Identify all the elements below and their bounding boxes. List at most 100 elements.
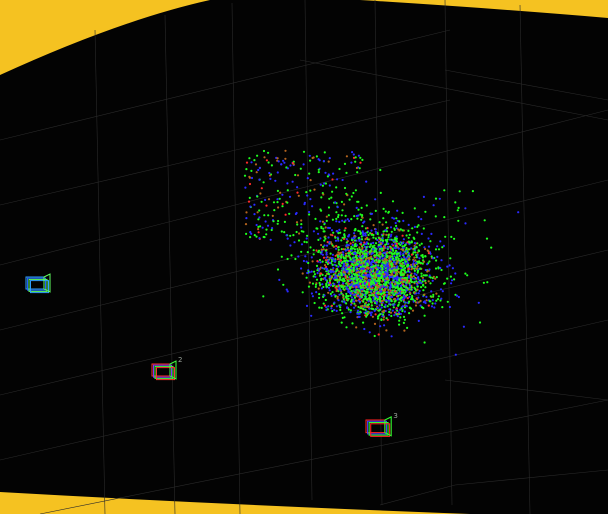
point	[313, 188, 316, 191]
point	[422, 289, 425, 292]
point	[329, 284, 332, 287]
point	[392, 217, 396, 220]
point	[347, 244, 350, 247]
point	[340, 214, 343, 217]
point	[385, 233, 388, 236]
point	[355, 166, 358, 170]
point	[309, 179, 312, 182]
point	[257, 168, 260, 172]
point	[376, 284, 379, 288]
point-cloud[interactable]	[243, 149, 520, 356]
point	[351, 292, 354, 295]
camera-frustum-2[interactable]: 2	[151, 356, 182, 381]
point	[310, 270, 313, 273]
point	[368, 331, 371, 334]
point	[361, 214, 364, 217]
point	[353, 296, 357, 299]
point	[369, 243, 372, 246]
grid-line	[39, 399, 608, 514]
point	[393, 228, 396, 231]
point	[408, 286, 411, 289]
point	[283, 161, 286, 164]
point	[350, 298, 353, 301]
point	[353, 232, 356, 235]
point	[370, 314, 373, 317]
point	[347, 254, 351, 257]
point	[446, 265, 449, 268]
point	[396, 298, 399, 301]
point	[390, 238, 393, 241]
point	[432, 275, 435, 278]
point	[342, 255, 345, 259]
point	[373, 309, 376, 312]
point	[362, 234, 365, 237]
point	[341, 285, 344, 288]
point	[348, 249, 351, 253]
point	[483, 219, 486, 222]
point	[436, 255, 439, 258]
point	[407, 255, 410, 258]
point	[370, 304, 373, 307]
point	[400, 262, 403, 265]
point	[367, 300, 370, 303]
point	[328, 289, 331, 292]
grid-line	[454, 469, 608, 486]
point	[353, 276, 356, 279]
point	[391, 275, 394, 278]
point	[338, 293, 341, 296]
point	[328, 157, 331, 160]
point	[323, 277, 326, 280]
camera-frustum-3[interactable]: 3	[365, 411, 398, 437]
point	[262, 149, 266, 153]
point	[325, 269, 329, 272]
point	[372, 278, 375, 281]
camera-frustum-1[interactable]	[25, 273, 51, 294]
point	[420, 286, 423, 289]
point	[471, 190, 474, 193]
point	[341, 279, 344, 282]
point	[395, 224, 398, 227]
point	[448, 305, 451, 309]
point	[263, 236, 266, 239]
point	[340, 253, 343, 256]
point	[362, 265, 365, 268]
point	[427, 304, 430, 307]
point	[360, 257, 363, 260]
point	[343, 268, 346, 271]
point	[420, 275, 423, 278]
point	[338, 260, 341, 263]
point	[276, 268, 280, 271]
point	[321, 220, 325, 223]
point	[249, 231, 252, 234]
point	[370, 252, 373, 256]
point	[384, 281, 388, 284]
point	[352, 153, 355, 156]
point	[356, 273, 359, 276]
point	[403, 276, 407, 279]
point	[355, 266, 358, 269]
point	[374, 264, 377, 267]
point	[411, 298, 414, 301]
point	[490, 246, 493, 249]
point	[416, 276, 419, 279]
point	[404, 266, 407, 270]
point	[388, 259, 391, 263]
point	[365, 257, 368, 260]
point	[302, 230, 305, 233]
point	[411, 309, 415, 312]
point	[384, 279, 387, 282]
camera-frustums[interactable]: 23	[25, 273, 398, 437]
point	[344, 227, 347, 230]
point	[354, 156, 357, 159]
point	[446, 300, 449, 303]
point	[316, 272, 319, 275]
point	[327, 236, 330, 239]
point	[314, 283, 318, 286]
point	[389, 303, 392, 306]
point	[406, 301, 409, 304]
grid-line	[0, 99, 451, 206]
point	[372, 296, 375, 299]
point	[360, 269, 363, 272]
